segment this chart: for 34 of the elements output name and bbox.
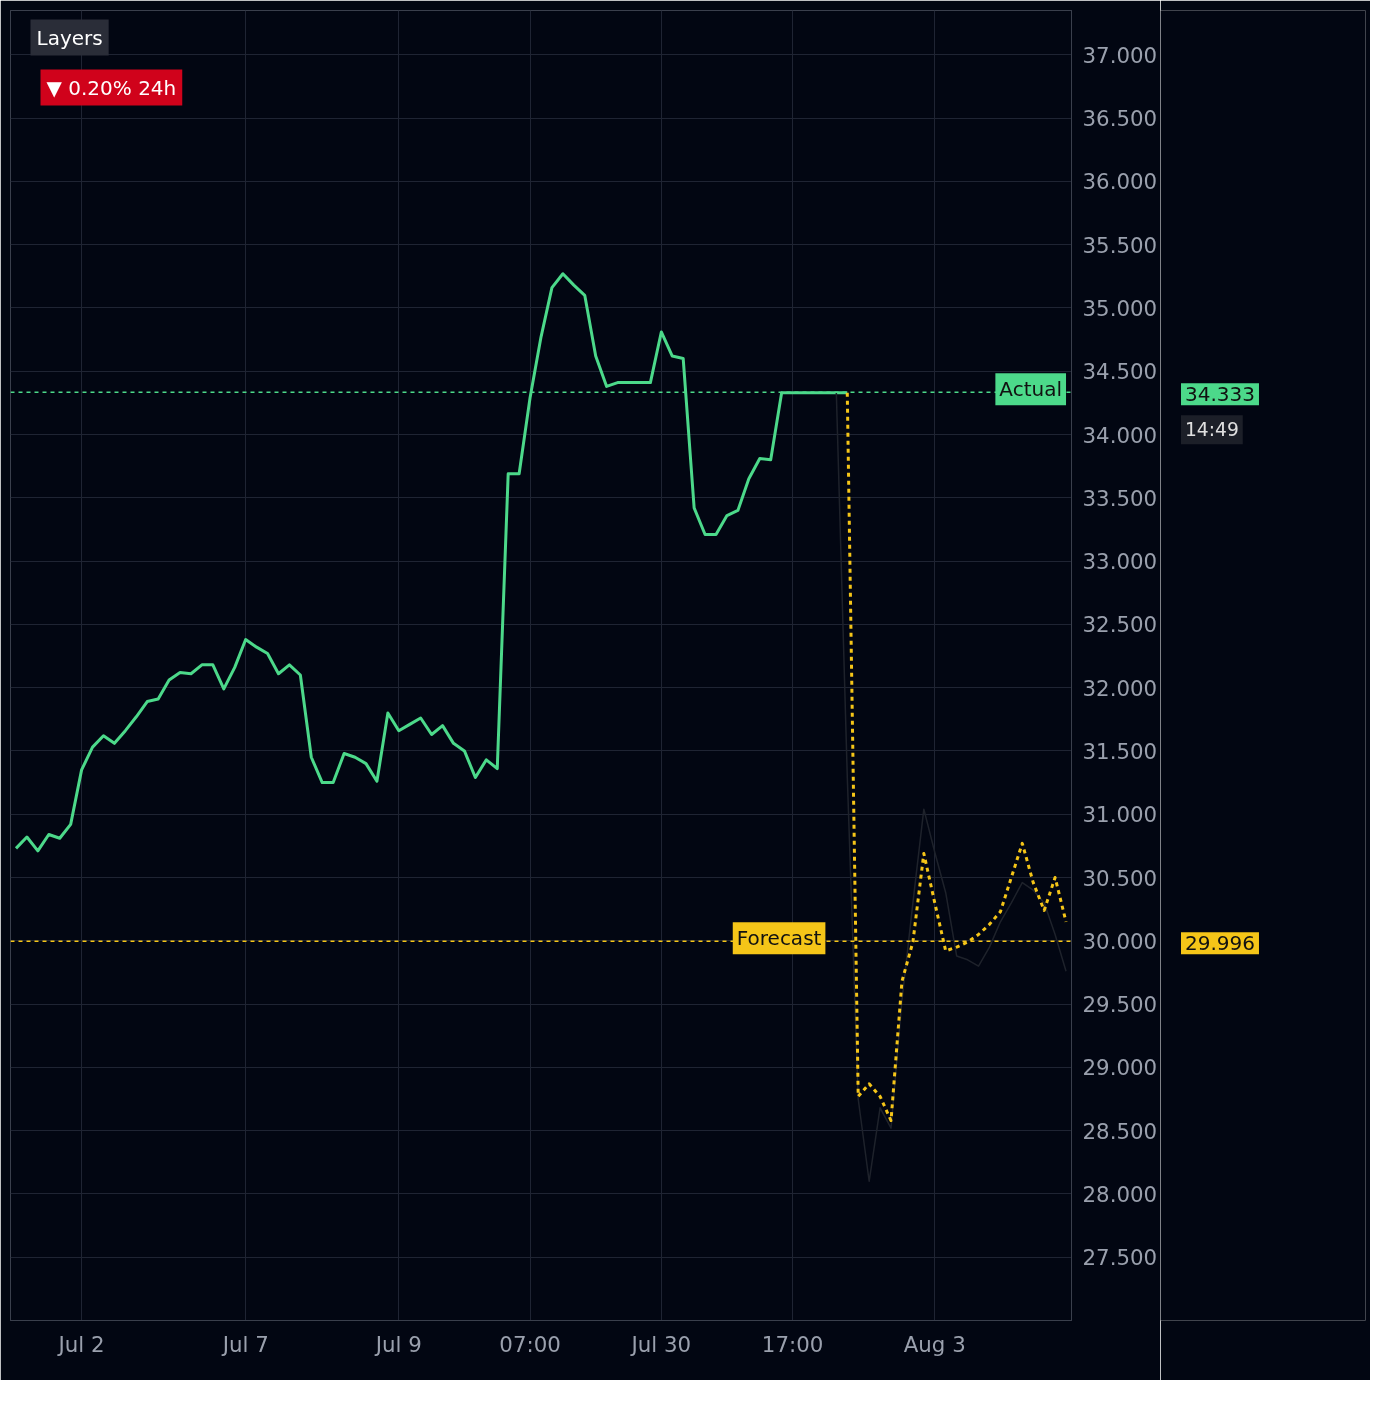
ref-line-label: Actual [999, 377, 1063, 402]
text: 14:49 [1185, 419, 1239, 441]
y-tick-label: 32.000 [1082, 675, 1158, 701]
y-tick-label: 30.500 [1082, 865, 1158, 891]
y-tick-label: 30.000 [1082, 928, 1158, 954]
ref-line-label: Forecast [736, 926, 822, 951]
y-tick-label: 27.500 [1082, 1245, 1158, 1271]
y-tick-label: 34.000 [1082, 422, 1158, 448]
y-tick-label: 33.000 [1082, 549, 1158, 575]
y-tick-label: 36.000 [1082, 169, 1158, 195]
x-tick-label: Jul 30 [629, 1331, 692, 1357]
y-tick-label: 32.500 [1082, 612, 1158, 638]
x-tick-label: 17:00 [761, 1331, 824, 1357]
y-tick-label: 33.500 [1082, 485, 1158, 511]
y-tick-label: 37.000 [1082, 42, 1158, 68]
y-tick-label: 31.500 [1082, 738, 1158, 764]
y-tick-label: 35.500 [1082, 232, 1158, 258]
annotation: Layers [36, 25, 103, 50]
x-tick-label: Jul 2 [56, 1331, 105, 1357]
x-tick-label: 07:00 [499, 1331, 561, 1357]
annotation: ▼ 0.20% 24h [46, 75, 177, 100]
text: 29.996 [1185, 931, 1255, 956]
x-tick-label: Jul 9 [373, 1331, 422, 1357]
y-tick-label: 36.500 [1082, 106, 1158, 132]
y-tick-label: 31.000 [1082, 802, 1158, 828]
x-tick-label: Jul 7 [220, 1331, 269, 1357]
text: 34.333 [1185, 382, 1255, 407]
y-tick-label: 28.500 [1082, 1118, 1158, 1144]
x-tick-label: Aug 3 [903, 1331, 966, 1357]
y-tick-label: 29.500 [1082, 992, 1158, 1018]
y-tick-label: 34.500 [1082, 359, 1158, 385]
y-tick-label: 35.000 [1082, 295, 1158, 321]
y-tick-label: 29.000 [1082, 1055, 1158, 1081]
y-tick-label: 28.000 [1082, 1181, 1158, 1207]
